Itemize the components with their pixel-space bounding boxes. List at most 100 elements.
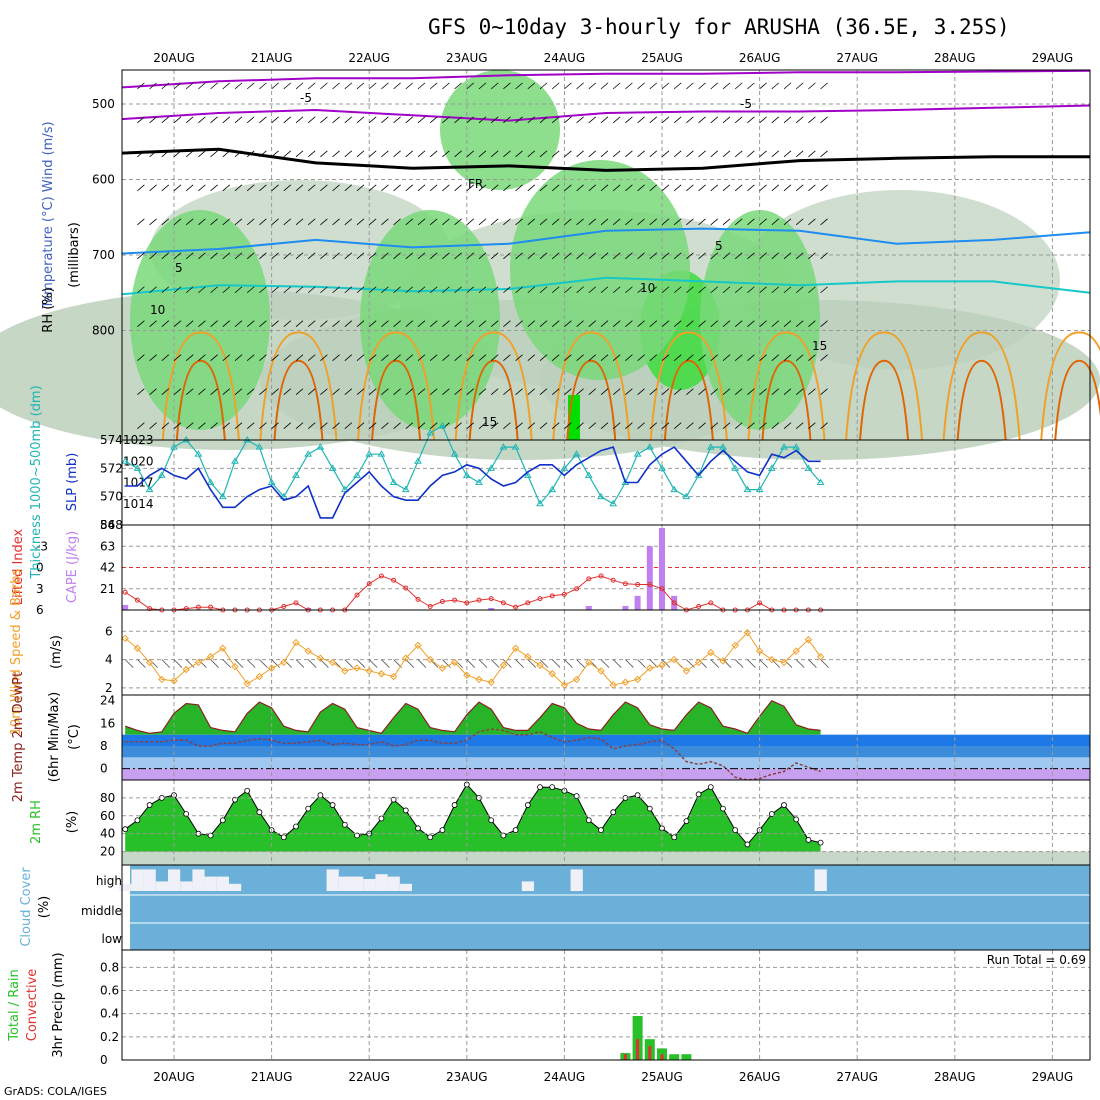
- wind-barb: [771, 184, 780, 192]
- wind-barb: [490, 659, 500, 668]
- wind-barb: [161, 252, 170, 260]
- wind-barb: [295, 150, 304, 158]
- wind-barb: [295, 320, 304, 328]
- cloud-bar: [814, 869, 827, 891]
- isotherm-20: [273, 359, 324, 441]
- wind-barb: [405, 659, 415, 668]
- wind-barb: [466, 286, 475, 294]
- wind-barb: [673, 82, 682, 90]
- wind-barb: [344, 252, 353, 260]
- wind-barb: [295, 354, 304, 362]
- wind-point: [780, 658, 788, 667]
- wind-barb: [222, 218, 231, 226]
- wind-barb: [649, 218, 658, 226]
- wind-barb: [588, 320, 597, 328]
- rh-point: [134, 817, 141, 824]
- thickness-point: [572, 450, 581, 457]
- wind-barb: [185, 218, 194, 226]
- wind-barb: [173, 286, 182, 294]
- wind-barb: [198, 286, 206, 294]
- wind-barb: [698, 184, 706, 192]
- rh-point: [293, 823, 299, 830]
- wind-point: [414, 641, 422, 650]
- thickness-point: [499, 443, 508, 450]
- date-label-top: 27AUG: [836, 51, 878, 65]
- cape-bar: [488, 607, 495, 610]
- cloud-cover-panel: high middle low: [81, 864, 1091, 951]
- rh-point: [732, 827, 739, 834]
- thickness-point: [597, 492, 605, 500]
- wind-barb: [600, 252, 609, 260]
- wind-barb: [368, 82, 377, 90]
- wind-barb: [503, 354, 511, 362]
- wind-barb: [539, 218, 548, 226]
- precip-total-bar: [657, 1048, 667, 1060]
- wind-barb: [686, 82, 694, 90]
- rh-point: [244, 787, 251, 794]
- wind-barb: [759, 184, 767, 192]
- wind-tick-label: 2: [105, 681, 113, 695]
- chart-title: GFS 0~10day 3-hourly for ARUSHA (36.5E, …: [428, 15, 1010, 39]
- wind-barb: [149, 150, 157, 158]
- wind-barb: [649, 320, 658, 328]
- thickness-point: [548, 485, 557, 493]
- wind-barb: [808, 82, 816, 90]
- wind-barb: [698, 320, 706, 328]
- wind-barb: [417, 252, 426, 260]
- li-point: [134, 597, 140, 603]
- wind-barb: [783, 82, 792, 90]
- wind-barb: [576, 184, 584, 192]
- wind-barb: [271, 422, 279, 429]
- wind-barb: [515, 150, 523, 158]
- wind-barb: [393, 150, 401, 158]
- wind-barb: [149, 252, 157, 260]
- wind-barb: [625, 218, 633, 226]
- wind-barb: [710, 286, 719, 294]
- wind-barb: [234, 116, 243, 124]
- rh2m-units-label: (%): [65, 811, 80, 834]
- wind-barb: [332, 422, 340, 429]
- thickness-point: [133, 464, 142, 471]
- wind-barb: [222, 354, 231, 362]
- wind-barb: [759, 659, 768, 668]
- wind-barb: [649, 388, 658, 395]
- rh-point: [415, 825, 421, 832]
- wind-point: [560, 681, 569, 689]
- wind-barb: [307, 252, 316, 260]
- cloud-bar: [351, 876, 364, 891]
- wind-barb: [820, 218, 828, 226]
- temp-band: [122, 768, 1090, 780]
- wind-barb: [283, 286, 292, 294]
- wind-barb: [515, 320, 523, 328]
- wind-barb: [661, 388, 670, 395]
- wind-barb: [246, 116, 255, 124]
- wind-barb: [478, 218, 487, 226]
- wind-barb: [747, 150, 755, 158]
- date-label-top: 22AUG: [348, 51, 390, 65]
- wind-barb: [478, 354, 487, 362]
- wind-barb: [466, 422, 475, 429]
- wind-barb: [137, 286, 145, 294]
- wind-barb: [356, 422, 365, 429]
- cloud-bar: [338, 876, 351, 891]
- wind-barb: [246, 184, 255, 192]
- rh-tick-label: 60: [100, 809, 115, 823]
- wind-barb: [747, 354, 755, 362]
- rh-point: [219, 817, 226, 824]
- wind-barb: [271, 184, 279, 192]
- isotherm-15: [357, 331, 436, 441]
- temp-tick-label: 0: [100, 762, 108, 776]
- wind-barb: [771, 82, 780, 90]
- rh-point: [207, 832, 214, 839]
- wind-point: [597, 667, 605, 675]
- rh-point: [720, 805, 726, 812]
- li-point: [574, 586, 580, 592]
- wind-barb: [405, 184, 414, 192]
- wind-barb: [698, 354, 706, 362]
- wind-barb: [149, 116, 157, 124]
- wind-barb: [332, 320, 340, 328]
- isotherm-15: [845, 331, 924, 441]
- wind-barb: [808, 320, 816, 328]
- wind-point: [133, 644, 142, 652]
- wind-barb: [795, 354, 804, 362]
